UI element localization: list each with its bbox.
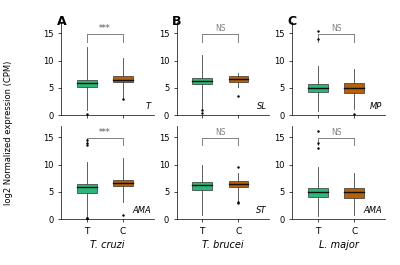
- Bar: [344, 188, 364, 198]
- Bar: [308, 83, 328, 92]
- Text: B: B: [172, 15, 182, 28]
- Text: ST: ST: [256, 206, 266, 215]
- Text: NS: NS: [215, 24, 226, 33]
- Bar: [76, 184, 96, 193]
- Bar: [228, 76, 248, 82]
- Text: log2 Normalized expression (CPM): log2 Normalized expression (CPM): [4, 60, 13, 205]
- Bar: [76, 80, 96, 87]
- Text: NS: NS: [331, 24, 341, 33]
- Text: ***: ***: [99, 128, 110, 137]
- X-axis label: T. brucei: T. brucei: [202, 240, 244, 250]
- Bar: [113, 77, 133, 82]
- Text: MP: MP: [370, 101, 382, 111]
- X-axis label: T. cruzi: T. cruzi: [90, 240, 125, 250]
- Text: C: C: [288, 15, 297, 28]
- Bar: [192, 182, 212, 190]
- Bar: [228, 181, 248, 187]
- Bar: [113, 180, 133, 187]
- Bar: [344, 83, 364, 93]
- X-axis label: L. major: L. major: [319, 240, 359, 250]
- Text: NS: NS: [215, 128, 226, 137]
- Text: A: A: [56, 15, 66, 28]
- Text: AMA: AMA: [132, 206, 151, 215]
- Bar: [192, 78, 212, 84]
- Bar: [308, 188, 328, 197]
- Text: NS: NS: [331, 128, 341, 137]
- Text: T: T: [146, 101, 151, 111]
- Text: ***: ***: [99, 24, 110, 33]
- Text: SL: SL: [256, 101, 266, 111]
- Text: AMA: AMA: [364, 206, 382, 215]
